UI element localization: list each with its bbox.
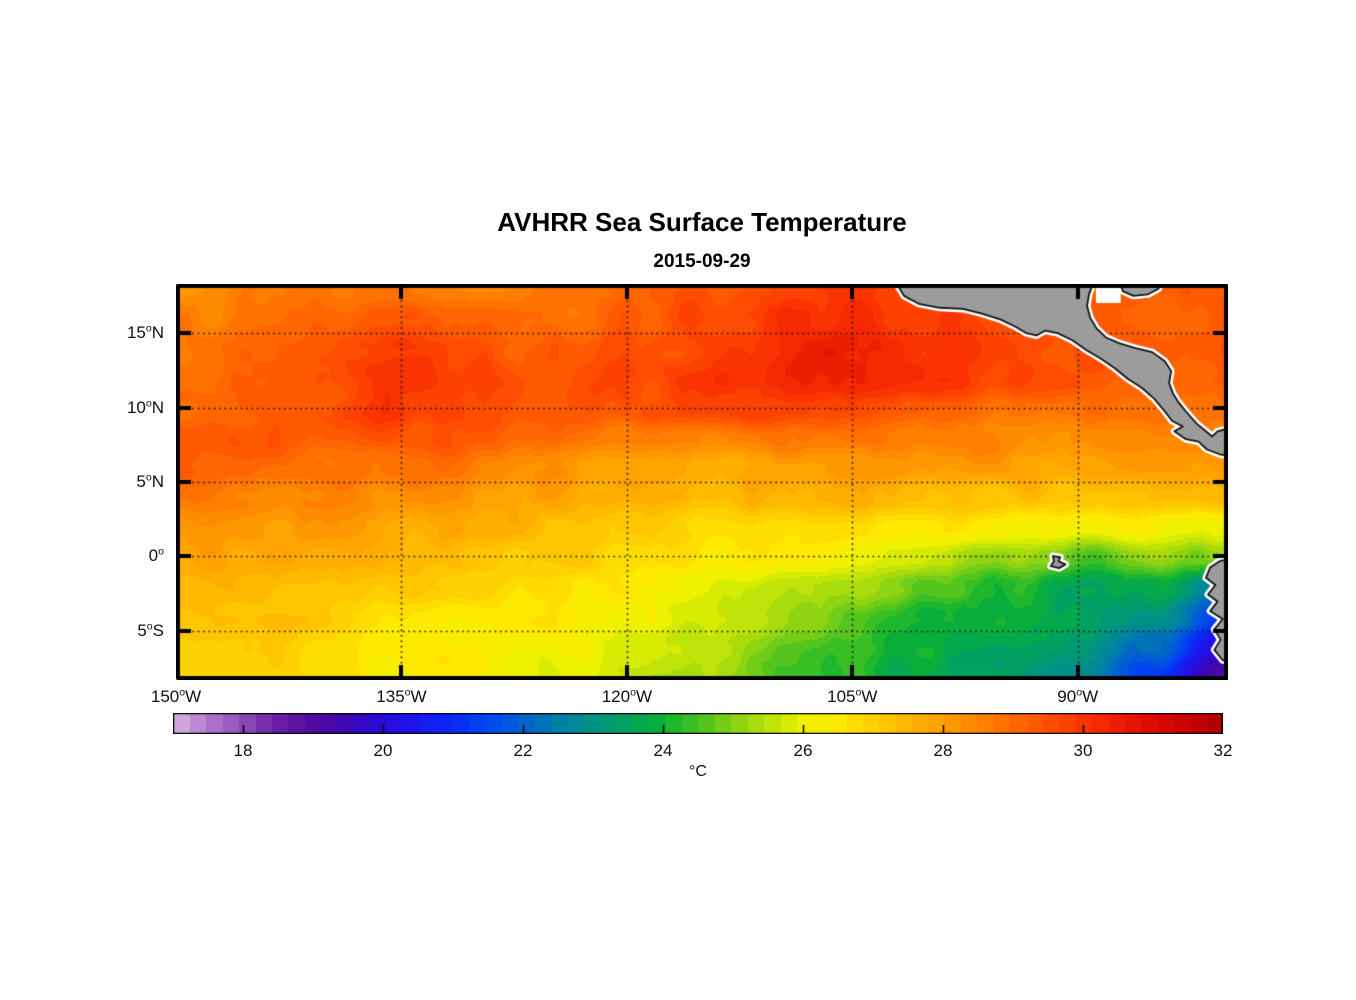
x-tick-label: 120oW	[601, 686, 652, 706]
figure-date: 2015-09-29	[653, 251, 751, 272]
sst-map-canvas	[176, 284, 1228, 680]
colorbar-canvas	[173, 713, 1223, 734]
colorbar-tick-label: 32	[1213, 741, 1233, 760]
colorbar-tick-label: 24	[653, 741, 673, 760]
x-tick-label: 90oW	[1057, 686, 1099, 706]
y-tick-label: 15oN	[126, 322, 164, 343]
y-tick-label: 5oS	[137, 620, 164, 640]
y-tick-label: 10oN	[126, 396, 164, 417]
x-tick-label: 105oW	[827, 686, 878, 706]
colorbar-tick-label: 20	[373, 741, 393, 760]
colorbar-tick-label: 30	[1073, 741, 1093, 760]
x-tick-label: 135oW	[376, 686, 427, 706]
colorbar-tick-label: 22	[513, 741, 533, 760]
colorbar-tick-label: 18	[233, 741, 253, 760]
sst-map	[176, 284, 1228, 680]
colorbar	[173, 713, 1223, 734]
colorbar-tick-label: 26	[793, 741, 813, 760]
colorbar-unit-label: °C	[689, 763, 707, 780]
y-tick-label: 5oN	[136, 471, 164, 491]
figure-title: AVHRR Sea Surface Temperature	[497, 207, 907, 237]
x-tick-label: 150oW	[150, 686, 202, 706]
y-tick-label: 0o	[148, 545, 164, 566]
colorbar-tick-label: 28	[933, 741, 953, 760]
